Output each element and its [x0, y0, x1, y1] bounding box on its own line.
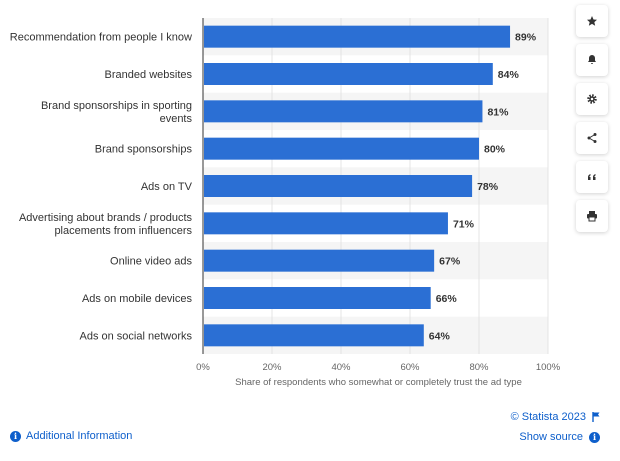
gear-icon	[587, 94, 597, 104]
toolbar	[576, 5, 610, 239]
print-icon	[587, 211, 597, 222]
category-label: Advertising about brands / products	[19, 212, 193, 224]
value-label: 67%	[439, 256, 461, 268]
x-tick-label: 100%	[536, 362, 561, 373]
x-tick-label: 20%	[262, 362, 282, 373]
x-tick-label: 0%	[196, 362, 210, 373]
show-source-label: Show source	[519, 431, 583, 443]
flag-icon	[592, 412, 600, 422]
quote-icon	[588, 174, 596, 180]
bar	[204, 249, 435, 272]
show-source-link[interactable]: Show source i	[519, 431, 600, 443]
category-label: Brand sponsorships	[95, 144, 193, 156]
statista-copyright[interactable]: © Statista 2023	[511, 411, 600, 423]
category-label: Ads on social networks	[80, 330, 193, 342]
copyright-label: © Statista 2023	[510, 411, 586, 423]
value-label: 81%	[487, 106, 509, 118]
bar	[204, 287, 431, 309]
category-label: Brand sponsorships in sporting	[41, 100, 192, 112]
info-icon: i	[10, 430, 21, 442]
share-button[interactable]	[576, 122, 608, 154]
additional-information-link[interactable]: i Additional Information	[10, 430, 132, 442]
favorite-button[interactable]	[576, 5, 608, 37]
share-icon	[587, 133, 597, 143]
bar	[204, 175, 473, 197]
print-button[interactable]	[576, 200, 608, 232]
category-label: Ads on TV	[141, 181, 193, 193]
x-axis-title: Share of respondents who somewhat or com…	[235, 377, 522, 388]
value-label: 71%	[453, 218, 475, 230]
x-tick-label: 80%	[469, 362, 489, 373]
category-label: Branded websites	[105, 69, 193, 81]
bar	[204, 324, 424, 347]
bar-chart: 0% 20% 40% 60% 80% 100% Recommendation from pe…	[10, 18, 561, 388]
bar	[204, 100, 483, 123]
value-label: 80%	[484, 144, 506, 156]
value-label: 66%	[436, 293, 458, 305]
category-label: events	[160, 113, 193, 125]
cite-button[interactable]	[576, 161, 608, 193]
value-label: 64%	[429, 330, 451, 342]
category-label: Ads on mobile devices	[82, 293, 193, 305]
additional-information-label: Additional Information	[26, 430, 133, 442]
bar	[204, 25, 511, 48]
settings-button[interactable]	[576, 83, 608, 115]
value-label: 84%	[498, 69, 520, 81]
x-tick-label: 40%	[331, 362, 351, 373]
value-label: 78%	[477, 181, 499, 193]
notification-button[interactable]	[576, 44, 608, 76]
bar	[204, 63, 493, 85]
bar	[204, 137, 479, 160]
bell-icon	[588, 55, 596, 64]
bar	[204, 212, 448, 235]
star-icon	[587, 16, 597, 26]
x-tick-label: 60%	[400, 362, 420, 373]
category-label: Recommendation from people I know	[10, 32, 192, 44]
value-label: 89%	[515, 32, 537, 44]
info-icon: i	[589, 431, 600, 443]
category-label: Online video ads	[110, 256, 192, 268]
category-label: placements from influencers	[54, 225, 192, 237]
